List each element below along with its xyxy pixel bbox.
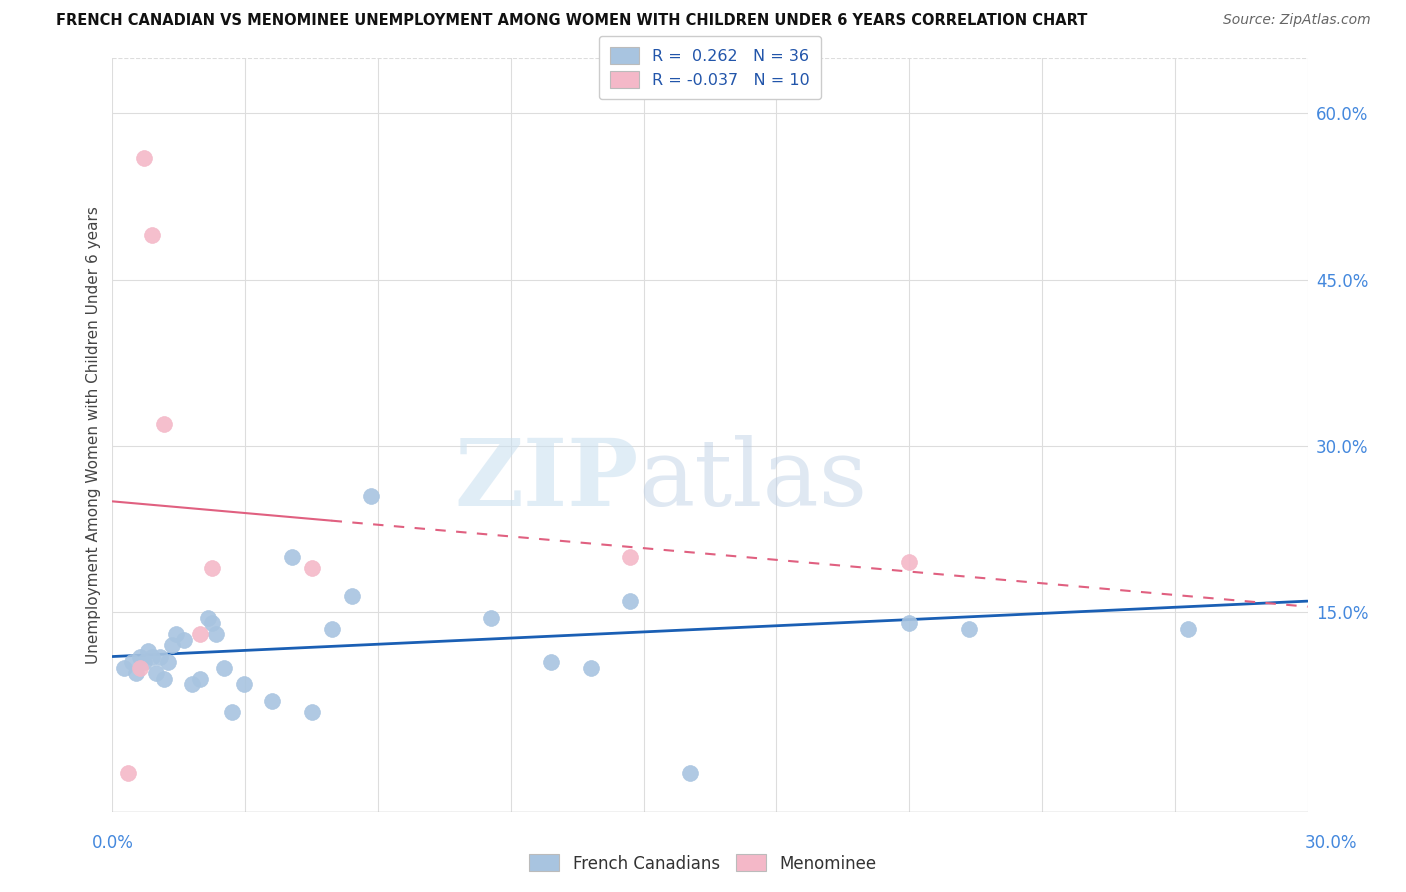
Point xyxy=(957,622,980,636)
Point xyxy=(212,660,235,674)
Point xyxy=(145,666,167,681)
Point xyxy=(181,677,204,691)
Point xyxy=(188,627,211,641)
Point xyxy=(205,627,228,641)
Text: 0.0%: 0.0% xyxy=(91,834,134,852)
Point xyxy=(153,417,176,431)
Point xyxy=(233,677,256,691)
Point xyxy=(134,655,156,669)
Point xyxy=(260,694,283,708)
Point xyxy=(129,649,152,664)
Point xyxy=(898,555,921,569)
Point xyxy=(149,649,172,664)
Point xyxy=(340,589,363,603)
Point xyxy=(153,672,176,686)
Point xyxy=(540,655,562,669)
Y-axis label: Unemployment Among Women with Children Under 6 years: Unemployment Among Women with Children U… xyxy=(86,206,101,664)
Point xyxy=(619,549,641,564)
Text: ZIP: ZIP xyxy=(454,435,638,525)
Point xyxy=(141,649,163,664)
Point xyxy=(479,611,502,625)
Point xyxy=(114,660,135,674)
Point xyxy=(125,666,148,681)
Point xyxy=(141,228,163,243)
Point xyxy=(157,655,180,669)
Point xyxy=(188,672,211,686)
Text: 30.0%: 30.0% xyxy=(1305,834,1357,852)
Point xyxy=(281,549,304,564)
Legend: French Canadians, Menominee: French Canadians, Menominee xyxy=(523,847,883,880)
Point xyxy=(197,611,219,625)
Point xyxy=(129,660,152,674)
Point xyxy=(134,151,156,165)
Point xyxy=(121,655,143,669)
Text: atlas: atlas xyxy=(638,435,868,525)
Text: FRENCH CANADIAN VS MENOMINEE UNEMPLOYMENT AMONG WOMEN WITH CHILDREN UNDER 6 YEAR: FRENCH CANADIAN VS MENOMINEE UNEMPLOYMEN… xyxy=(56,13,1088,29)
Point xyxy=(679,766,702,780)
Point xyxy=(579,660,602,674)
Point xyxy=(173,632,195,647)
Legend: R =  0.262   N = 36, R = -0.037   N = 10: R = 0.262 N = 36, R = -0.037 N = 10 xyxy=(599,36,821,99)
Point xyxy=(898,616,921,631)
Point xyxy=(360,489,382,503)
Point xyxy=(1177,622,1199,636)
Point xyxy=(201,561,224,575)
Point xyxy=(301,705,323,719)
Point xyxy=(201,616,224,631)
Point xyxy=(301,561,323,575)
Point xyxy=(162,639,183,653)
Point xyxy=(221,705,243,719)
Point xyxy=(165,627,187,641)
Text: Source: ZipAtlas.com: Source: ZipAtlas.com xyxy=(1223,13,1371,28)
Point xyxy=(321,622,343,636)
Point xyxy=(619,594,641,608)
Point xyxy=(117,766,139,780)
Point xyxy=(138,644,160,658)
